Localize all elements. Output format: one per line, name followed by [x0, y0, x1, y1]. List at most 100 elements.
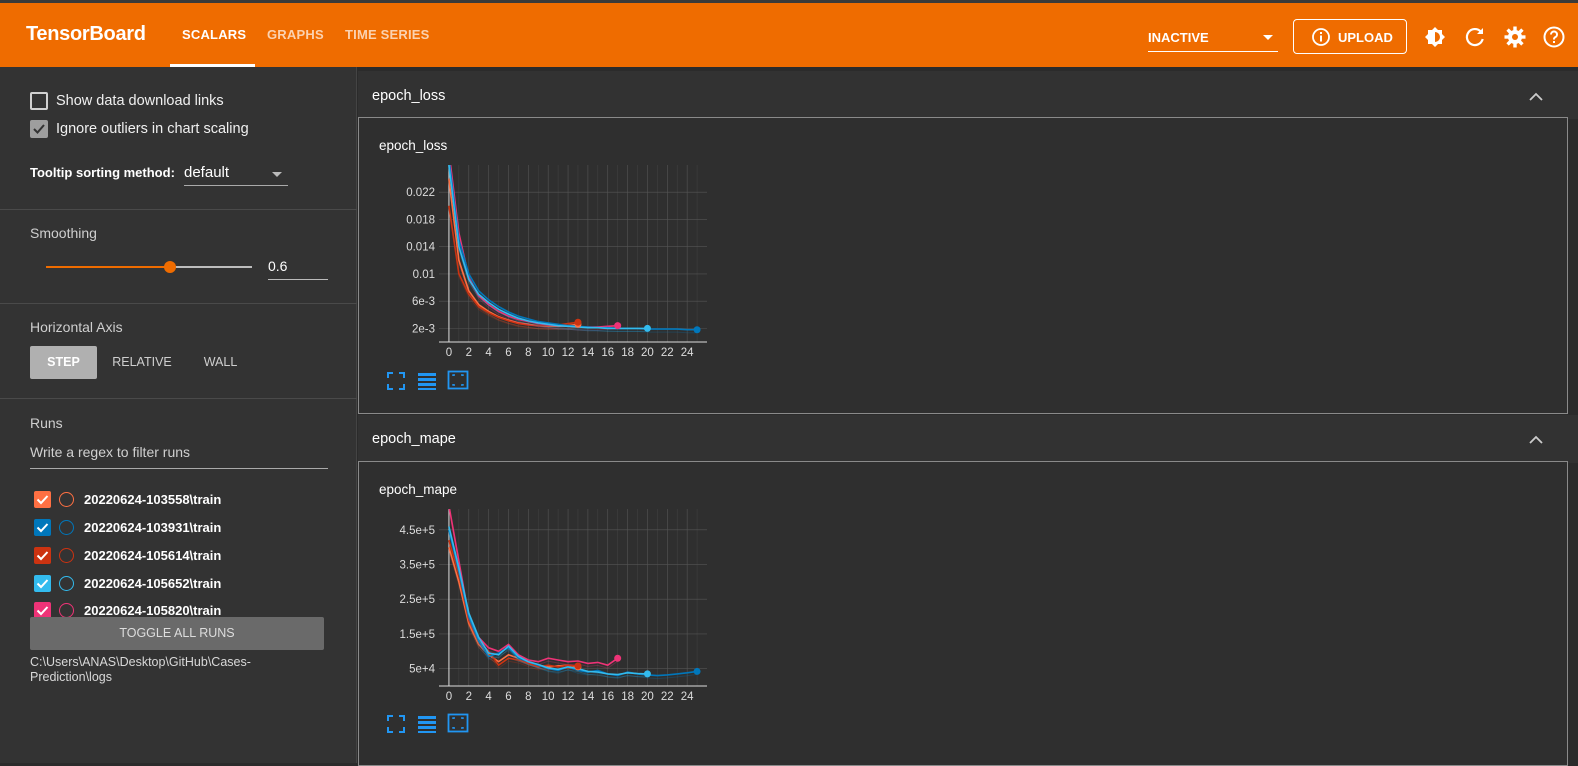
info-icon: [1312, 28, 1330, 46]
app-title: TensorBoard: [26, 23, 146, 45]
run-checkbox[interactable]: [34, 519, 51, 536]
run-color-swatch[interactable]: [59, 576, 74, 591]
axis-step-button[interactable]: STEP: [30, 346, 97, 379]
group-header-epoch-loss[interactable]: epoch_loss: [358, 71, 1578, 119]
x-tick-label: 12: [562, 691, 575, 702]
run-name: 20220624-103931\train: [84, 520, 222, 535]
x-tick-label: 0: [446, 691, 452, 702]
series-line-raw: [448, 532, 698, 680]
series-end-point: [643, 670, 651, 678]
x-tick-label: 10: [542, 691, 555, 702]
smoothing-slider-thumb[interactable]: [163, 261, 176, 273]
run-color-swatch[interactable]: [59, 548, 74, 563]
fit-domain-icon[interactable]: [447, 712, 469, 734]
x-tick-label: 2: [466, 347, 472, 358]
check-icon: [33, 124, 45, 134]
x-tick-label: 6: [505, 691, 511, 702]
run-filter-placeholder: Write a regex to filter runs: [30, 444, 191, 460]
chevron-up-icon[interactable]: [1528, 433, 1544, 445]
settings-icon[interactable]: [1503, 25, 1527, 49]
tooltip-sorting-select[interactable]: default: [184, 162, 288, 186]
series-line-raw: [448, 167, 648, 332]
x-tick-label: 8: [525, 691, 531, 702]
run-checkbox[interactable]: [34, 491, 51, 508]
x-tick-label: 16: [601, 347, 614, 358]
series-line: [448, 509, 619, 667]
y-tick-label: 5e+4: [409, 664, 436, 676]
group-title: epoch_mape: [372, 431, 456, 447]
fit-domain-icon[interactable]: [447, 369, 469, 391]
log-scale-icon[interactable]: [416, 370, 438, 392]
series-group: [448, 509, 698, 680]
x-tick-label: 6: [505, 347, 511, 358]
fullscreen-icon[interactable]: [385, 713, 407, 735]
y-tick-label: 4.5e+5: [400, 525, 436, 537]
series-end-point: [614, 322, 622, 330]
smoothing-input[interactable]: 0.6: [268, 255, 328, 280]
y-tick-label: 6e-3: [412, 296, 435, 308]
run-checkbox[interactable]: [34, 547, 51, 564]
run-name: 20220624-105614\train: [84, 548, 222, 563]
epoch-mape-chart[interactable]: 0 2 4 6 8 10 12 14 16 18 20 22 245e+41.5e+52.5e+53.5…: [359, 462, 759, 702]
run-name: 20220624-105652\train: [84, 576, 222, 591]
x-tick-label: 22: [661, 347, 674, 358]
check-icon: [36, 523, 49, 533]
x-tick-label: 18: [621, 347, 634, 358]
fullscreen-icon[interactable]: [385, 370, 407, 392]
run-checkbox[interactable]: [34, 602, 51, 619]
series-line-raw: [449, 165, 618, 331]
run-checkbox[interactable]: [34, 575, 51, 592]
run-filter-input[interactable]: Write a regex to filter runs: [30, 444, 328, 469]
y-tick-label: 1.5e+5: [400, 629, 436, 641]
upload-button[interactable]: UPLOAD: [1293, 19, 1407, 54]
run-color-swatch[interactable]: [59, 520, 74, 535]
tooltip-sorting-value: default: [184, 164, 230, 181]
smoothing-label: Smoothing: [30, 225, 97, 241]
sidebar: Show data download links Ignore outliers…: [0, 67, 357, 763]
checkbox-box[interactable]: [30, 92, 48, 110]
x-tick-label: 16: [601, 691, 614, 702]
top-app-bar: TensorBoard SCALARS GRAPHS TIME SERIES I…: [0, 0, 1578, 67]
series-end-point: [693, 667, 701, 675]
divider: [0, 209, 357, 210]
card-title: epoch_mape: [379, 482, 458, 497]
run-color-swatch[interactable]: [59, 492, 74, 507]
axis-wall-button[interactable]: WALL: [203, 355, 238, 369]
epoch-loss-chart[interactable]: 0 2 4 6 8 10 12 14 16 18 20 22 242e-36e-30.010.0140.…: [359, 118, 759, 358]
help-icon[interactable]: [1542, 25, 1566, 49]
series-line: [448, 529, 698, 677]
check-icon: [36, 495, 49, 505]
y-tick-label: 3.5e+5: [400, 560, 436, 572]
axis-relative-button[interactable]: RELATIVE: [112, 355, 172, 369]
run-color-swatch[interactable]: [59, 603, 74, 618]
toggle-all-runs-button[interactable]: TOGGLE ALL RUNS: [30, 617, 324, 650]
refresh-icon[interactable]: [1463, 25, 1487, 49]
x-tick-label: 14: [581, 347, 594, 358]
x-tick-label: 14: [581, 691, 594, 702]
tab-scalars[interactable]: SCALARS: [182, 27, 247, 42]
scalar-card-epoch-mape: epoch_mape 0 2 4 6 8 10 12 14 16 18 20 22 24 5e+4 1.5e…: [358, 461, 1568, 766]
log-scale-icon[interactable]: [416, 713, 438, 735]
group-title: epoch_loss: [372, 88, 446, 104]
x-tick-label: 8: [525, 347, 531, 358]
series-end-point: [574, 662, 582, 670]
check-icon: [36, 551, 49, 561]
checkbox-box[interactable]: [30, 120, 48, 138]
plugin-select[interactable]: INACTIVE: [1148, 23, 1278, 52]
tab-graphs[interactable]: GRAPHS: [267, 27, 324, 42]
y-tick-label: 2e-3: [412, 323, 435, 335]
series-end-point: [574, 318, 582, 326]
y-tick-label: 0.018: [406, 214, 435, 226]
group-header-epoch-mape[interactable]: epoch_mape: [358, 415, 1578, 463]
x-tick-label: 4: [485, 347, 492, 358]
series-end-point: [614, 654, 622, 662]
smoothing-value: 0.6: [268, 258, 288, 274]
tab-time-series[interactable]: TIME SERIES: [345, 27, 430, 42]
x-tick-label: 22: [661, 691, 674, 702]
brightness-icon[interactable]: [1423, 25, 1447, 49]
x-tick-label: 18: [621, 691, 634, 702]
show-download-links-label: Show data download links: [56, 93, 224, 109]
chevron-up-icon[interactable]: [1528, 90, 1544, 102]
series-line-raw: [448, 529, 648, 679]
log-directory: C:\Users\ANAS\Desktop\GitHub\Cases-Predi…: [30, 655, 251, 684]
